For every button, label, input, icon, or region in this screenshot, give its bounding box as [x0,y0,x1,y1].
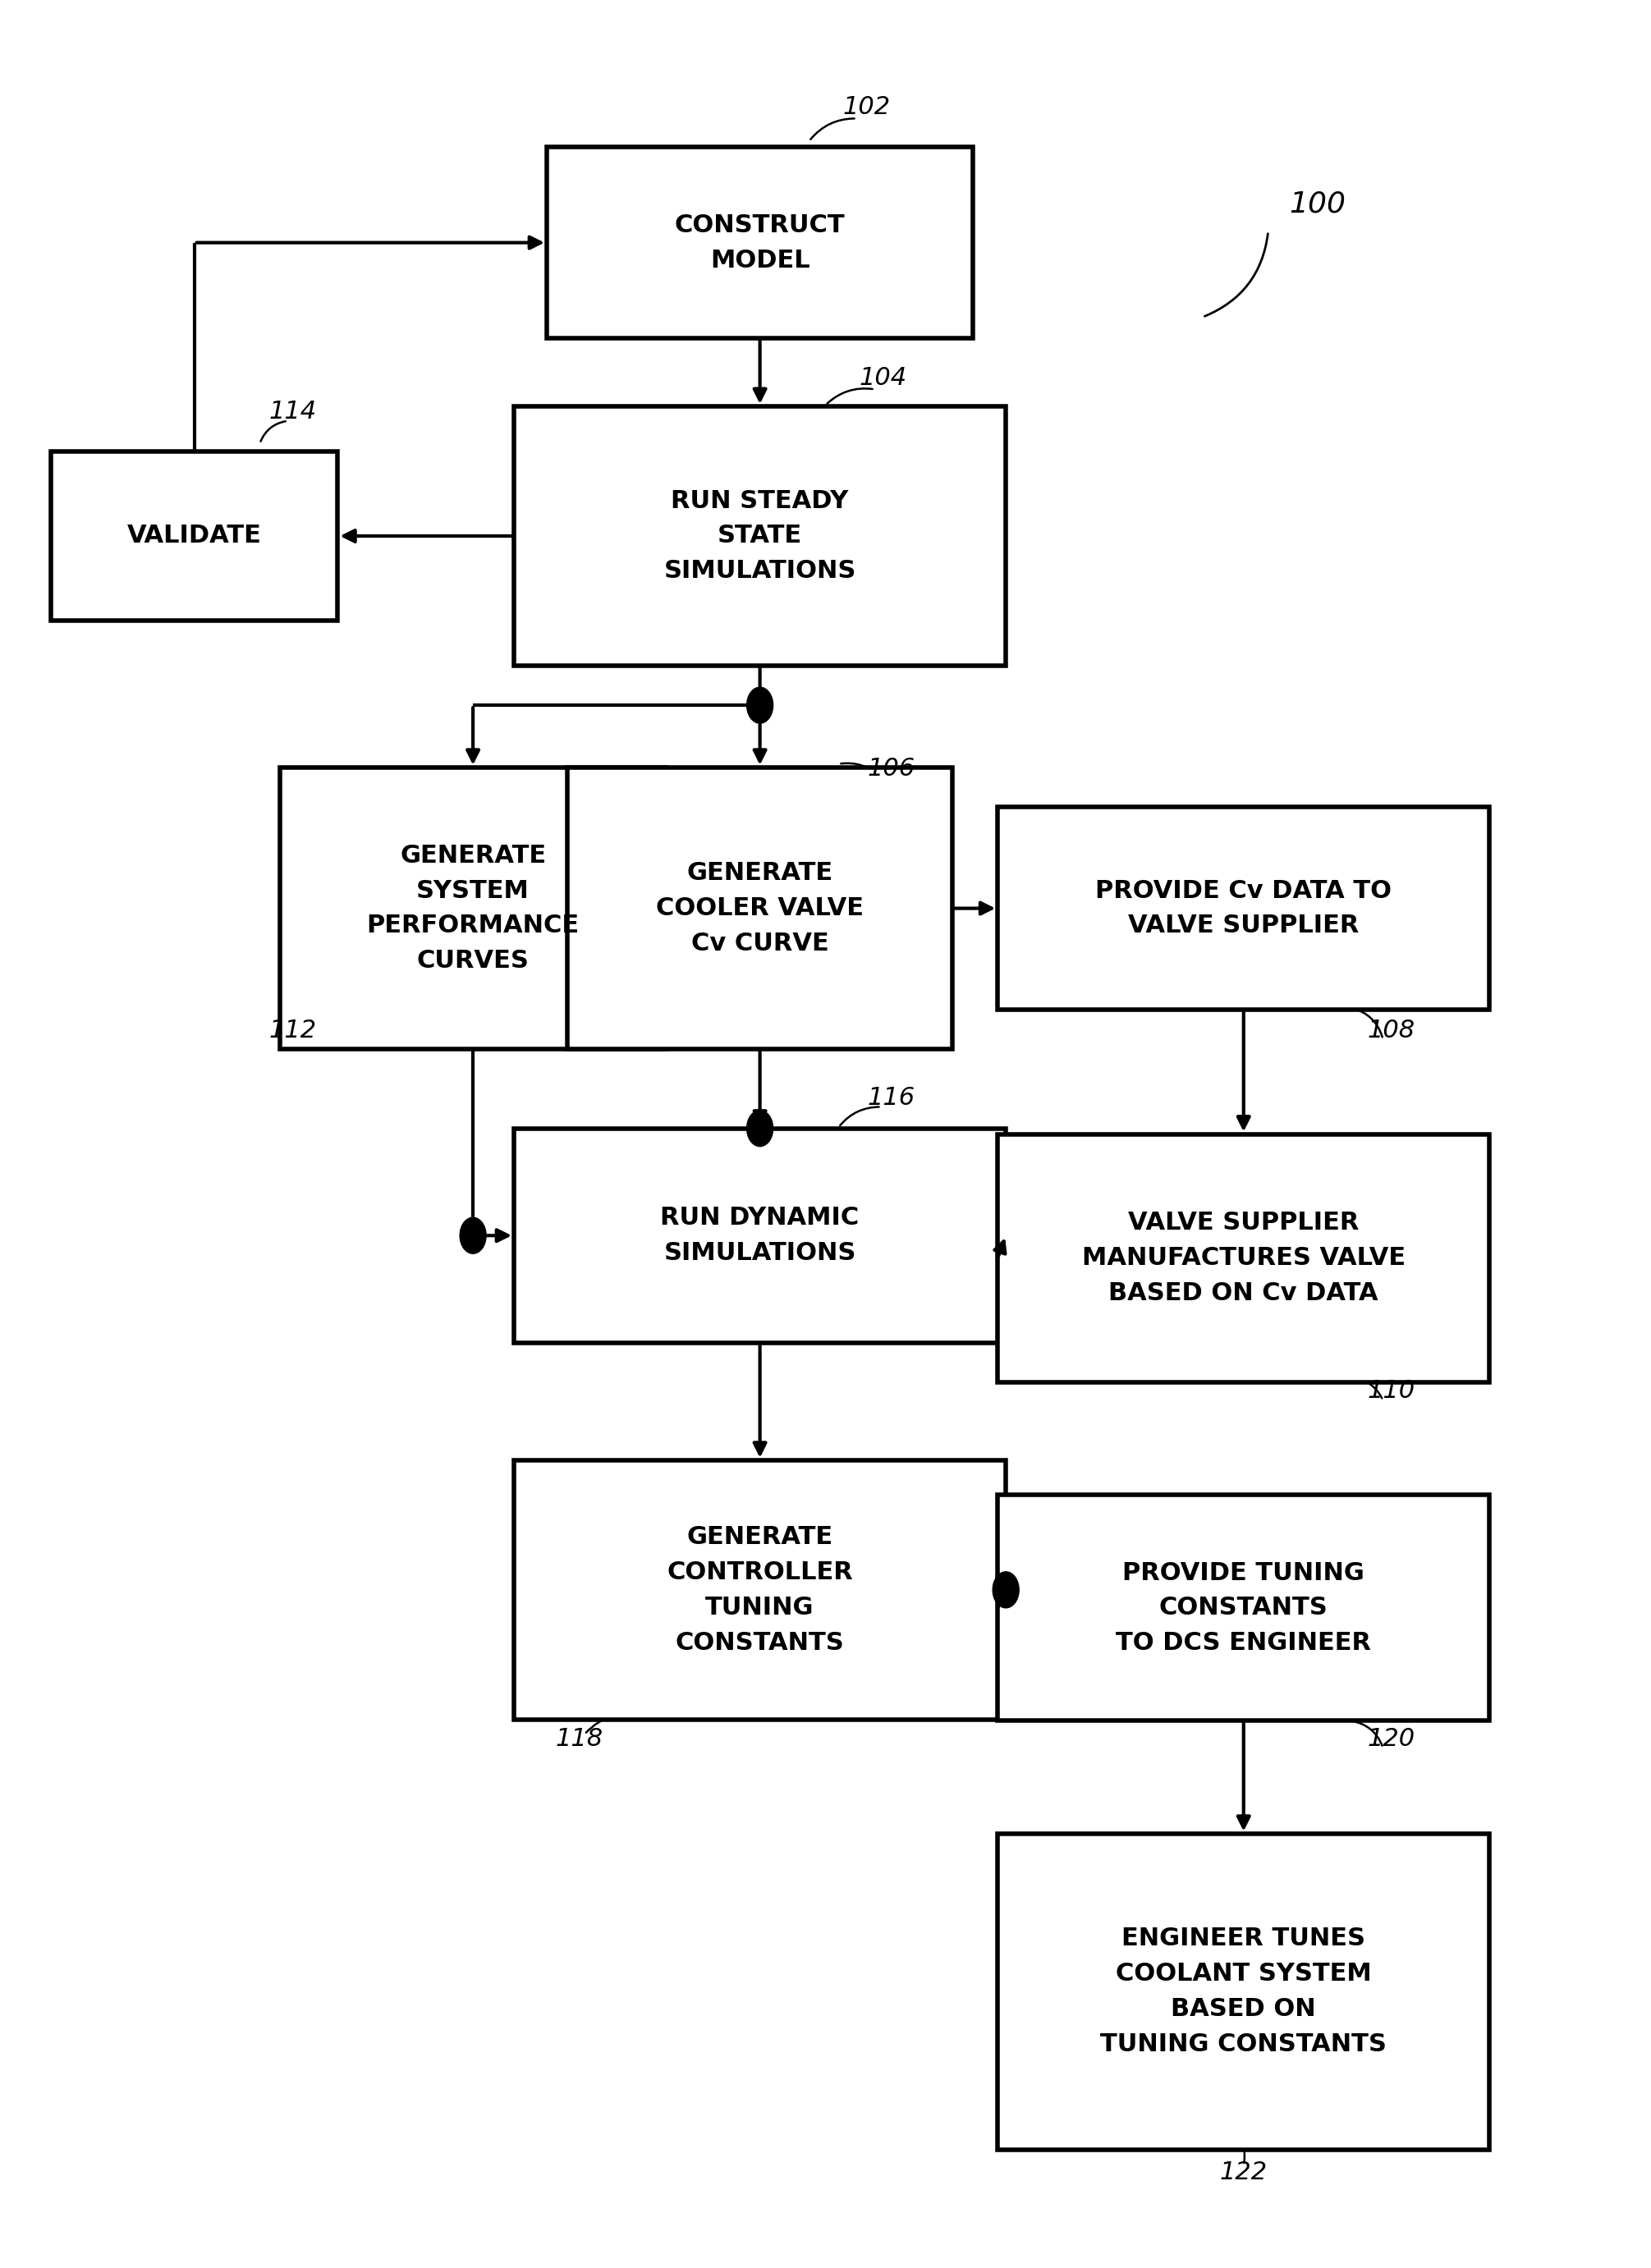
Text: 108: 108 [1367,1018,1415,1041]
FancyBboxPatch shape [997,807,1489,1009]
Text: ENGINEER TUNES
COOLANT SYSTEM
BASED ON
TUNING CONSTANTS: ENGINEER TUNES COOLANT SYSTEM BASED ON T… [1100,1928,1387,2057]
FancyBboxPatch shape [51,451,338,621]
Text: 114: 114 [269,399,317,424]
FancyBboxPatch shape [568,767,953,1050]
Text: GENERATE
COOLER VALVE
Cv CURVE: GENERATE COOLER VALVE Cv CURVE [655,862,863,955]
Text: PROVIDE TUNING
CONSTANTS
TO DCS ENGINEER: PROVIDE TUNING CONSTANTS TO DCS ENGINEER [1116,1560,1372,1656]
Text: 102: 102 [842,95,890,120]
Text: 122: 122 [1220,2159,1268,2184]
Text: 106: 106 [867,758,915,780]
Text: VALVE SUPPLIER
MANUFACTURES VALVE
BASED ON Cv DATA: VALVE SUPPLIER MANUFACTURES VALVE BASED … [1081,1211,1405,1304]
FancyBboxPatch shape [281,767,665,1050]
Text: GENERATE
CONTROLLER
TUNING
CONSTANTS: GENERATE CONTROLLER TUNING CONSTANTS [667,1526,854,1653]
Text: PROVIDE Cv DATA TO
VALVE SUPPLIER: PROVIDE Cv DATA TO VALVE SUPPLIER [1095,880,1392,937]
FancyBboxPatch shape [546,147,972,338]
Circle shape [461,1218,485,1254]
FancyBboxPatch shape [513,406,1005,667]
Text: 104: 104 [859,365,906,390]
Text: RUN STEADY
STATE
SIMULATIONS: RUN STEADY STATE SIMULATIONS [664,490,857,583]
Circle shape [992,1572,1019,1608]
Text: GENERATE
SYSTEM
PERFORMANCE
CURVES: GENERATE SYSTEM PERFORMANCE CURVES [367,844,580,973]
Text: CONSTRUCT
MODEL: CONSTRUCT MODEL [675,213,845,272]
Text: VALIDATE: VALIDATE [127,524,261,549]
Text: 112: 112 [269,1018,317,1041]
Circle shape [746,687,773,723]
FancyBboxPatch shape [997,1134,1489,1381]
Text: 110: 110 [1367,1379,1415,1404]
Circle shape [746,1111,773,1145]
Text: 116: 116 [867,1086,915,1109]
Text: 120: 120 [1367,1726,1415,1751]
Text: 100: 100 [1289,191,1346,218]
FancyBboxPatch shape [513,1129,1005,1343]
Text: RUN DYNAMIC
SIMULATIONS: RUN DYNAMIC SIMULATIONS [660,1207,860,1266]
Text: 118: 118 [556,1726,603,1751]
FancyBboxPatch shape [997,1833,1489,2150]
FancyBboxPatch shape [997,1495,1489,1721]
FancyBboxPatch shape [513,1461,1005,1719]
